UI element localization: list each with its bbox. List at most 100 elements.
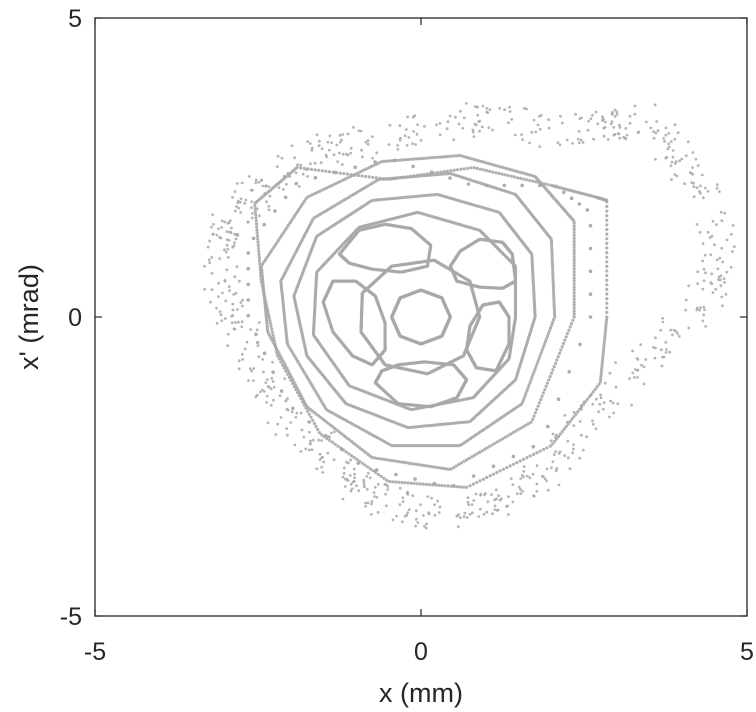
chaotic-point	[233, 327, 237, 331]
chaotic-point	[653, 356, 657, 360]
chaotic-point	[480, 125, 484, 129]
chaotic-point	[577, 141, 581, 145]
orbit-11-point	[273, 209, 277, 213]
chaotic-point	[227, 285, 231, 288]
orbit-12-point	[605, 315, 609, 319]
chaotic-point	[343, 485, 347, 488]
orbit-12-point	[415, 482, 419, 486]
orbit-9-point	[550, 254, 554, 258]
chaotic-point	[427, 511, 431, 515]
orbit-10-point	[572, 261, 576, 265]
orbit-12-point	[392, 177, 396, 181]
orbit-12-point	[349, 454, 354, 458]
chaotic-point	[581, 141, 585, 144]
chaotic-point	[730, 232, 733, 236]
chaotic-point	[401, 496, 405, 500]
orbit-11-point	[585, 208, 590, 212]
chaotic-point	[701, 259, 704, 263]
chaotic-point	[471, 128, 475, 132]
orbit-11-point	[394, 472, 398, 477]
chaotic-point	[703, 308, 706, 312]
orbit-12-point	[572, 415, 576, 419]
orbit-12-point	[562, 427, 566, 431]
chaotic-point	[616, 402, 620, 406]
chaotic-point	[510, 118, 514, 121]
chaotic-point	[653, 103, 657, 107]
chaotic-point	[690, 181, 693, 185]
orbit-12-point	[287, 375, 291, 379]
orbit-12-point	[458, 485, 463, 489]
orbit-12-point	[412, 481, 416, 485]
chaotic-point	[395, 514, 398, 518]
chaotic-point	[636, 376, 639, 379]
orbit-9-point	[552, 310, 557, 314]
orbit-10-point	[572, 248, 576, 253]
orbit-12-point	[253, 201, 257, 205]
orbit-10-point	[519, 426, 523, 430]
orbit-10-point	[572, 315, 576, 319]
chaotic-point	[701, 196, 705, 200]
chaotic-point	[407, 136, 411, 139]
chaotic-point	[581, 448, 585, 452]
chaotic-point	[231, 308, 235, 312]
chaotic-point	[296, 163, 299, 167]
orbit-12-point	[604, 325, 608, 329]
chaotic-point	[625, 133, 629, 137]
chaotic-point	[525, 107, 528, 111]
orbit-10-point	[280, 357, 284, 361]
chaotic-point	[330, 141, 334, 145]
orbit-12-point	[331, 440, 335, 444]
chaotic-point	[456, 525, 460, 529]
orbit-10-point	[266, 331, 270, 335]
orbit-12-point	[605, 318, 609, 322]
orbit-12-point	[374, 176, 378, 180]
orbit-9-point	[405, 444, 409, 448]
orbit-10-point	[456, 154, 460, 158]
island-2-point	[338, 252, 342, 257]
chaotic-point	[215, 321, 219, 325]
orbit-12-point	[276, 354, 280, 358]
orbit-9-point	[550, 244, 554, 248]
orbit-12-point	[428, 483, 432, 487]
chaotic-point	[618, 126, 622, 129]
chaotic-point	[239, 301, 243, 304]
chaotic-point	[680, 157, 684, 161]
chaotic-point	[411, 494, 415, 497]
orbit-11-point	[413, 477, 417, 481]
chaotic-point	[212, 222, 215, 226]
orbit-10-point	[379, 160, 383, 164]
orbit-9-point	[551, 268, 555, 272]
chaotic-point	[230, 321, 234, 325]
chaotic-point	[336, 160, 340, 164]
chaotic-point	[227, 256, 230, 259]
orbit-12-point	[292, 385, 296, 389]
chaotic-point	[476, 105, 479, 109]
orbit-12-point	[599, 375, 603, 379]
chaotic-point	[245, 340, 249, 344]
orbit-12-point	[272, 336, 276, 340]
orbit-12-point	[501, 467, 505, 471]
chaotic-point	[511, 483, 515, 486]
orbit-12-point	[263, 298, 267, 302]
orbit-10-point	[320, 188, 324, 192]
orbit-12-point	[344, 450, 348, 454]
chaotic-point	[340, 138, 343, 142]
island-4-point	[374, 380, 378, 384]
orbit-12-point	[342, 172, 346, 176]
orbit-10-point	[572, 221, 576, 225]
chaotic-point	[522, 107, 526, 110]
orbit-10-point	[540, 394, 544, 398]
chaotic-point	[238, 279, 241, 283]
chaotic-point	[275, 165, 279, 169]
chaotic-point	[257, 355, 261, 359]
chaotic-point	[721, 304, 724, 308]
orbit-9-point	[552, 318, 556, 322]
orbit-10-point	[513, 169, 517, 173]
chaotic-point	[507, 513, 510, 516]
orbit-11-point	[246, 282, 250, 287]
chaotic-point	[628, 121, 632, 125]
orbit-12-point	[601, 349, 606, 353]
chaotic-point	[315, 467, 319, 471]
chaotic-point	[276, 154, 280, 158]
chaotic-point	[237, 367, 241, 371]
